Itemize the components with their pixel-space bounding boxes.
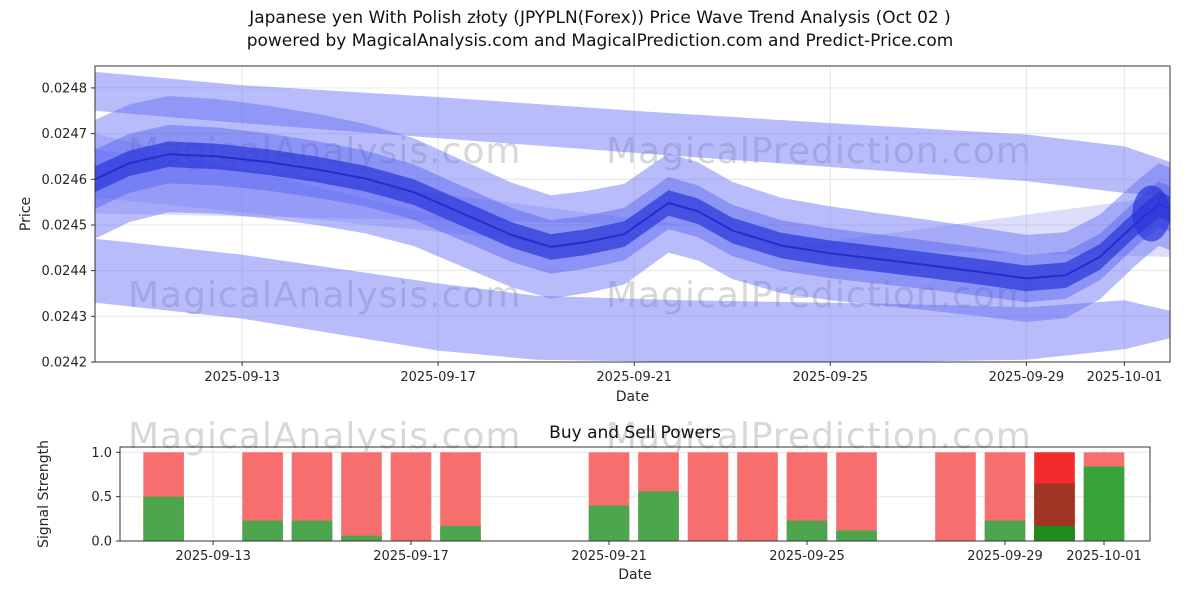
buy-power-bar (341, 535, 382, 541)
buy-power-bar (143, 496, 184, 541)
power-ylabel: Signal Strength (36, 440, 52, 548)
price-ytick-label: 0.0243 (42, 310, 88, 325)
power-xtick-label: 2025-10-01 (1066, 549, 1142, 564)
power-ytick-label: 1.0 (91, 446, 112, 461)
buy-power-bar (984, 520, 1026, 541)
price-xtick-label: 2025-09-17 (400, 370, 476, 385)
power-xtick-label: 2025-09-29 (967, 549, 1043, 564)
buy-power-bar (291, 520, 333, 541)
sell-power-bar (935, 452, 976, 541)
power-xtick-label: 2025-09-13 (175, 549, 251, 564)
power-xlabel: Date (618, 567, 651, 583)
power-xtick-label: 2025-09-25 (769, 549, 845, 564)
buy-power-bar (242, 520, 283, 541)
sell-power-bar (341, 452, 382, 541)
price-ytick-label: 0.0245 (42, 219, 88, 234)
sell-power-bar (737, 452, 778, 541)
upper-forecast-band (95, 71, 1170, 197)
trend-end-blob (1132, 185, 1171, 242)
price-ytick-label: 0.0244 (42, 264, 88, 279)
power-chart-frame (119, 446, 1151, 542)
price-ytick-label: 0.0246 (42, 173, 88, 188)
sell-power-bar (687, 452, 729, 541)
lower-forecast-band (95, 238, 1170, 362)
price-xtick-label: 2025-09-25 (793, 370, 869, 385)
price-xtick-label: 2025-09-21 (596, 370, 672, 385)
buy-power-bar (440, 525, 481, 541)
buy-power-bar (836, 530, 877, 541)
power-ytick-label: 0.0 (91, 535, 112, 550)
power-xtick-label: 2025-09-17 (373, 549, 449, 564)
sell-power-bar (836, 452, 877, 541)
price-trend-line (94, 153, 1171, 280)
wave-wedge (95, 133, 551, 244)
price-chart-frame (94, 65, 1171, 363)
power-ytick-label: 0.5 (91, 490, 112, 505)
buy-power-bar (1083, 466, 1125, 541)
chart-subtitle: powered by MagicalAnalysis.com and Magic… (246, 31, 954, 51)
price-xlabel: Date (616, 389, 649, 405)
price-xtick-label: 2025-09-13 (204, 370, 280, 385)
chart-title: Japanese yen With Polish złoty (JPYPLN(F… (249, 8, 951, 28)
price-xtick-label: 2025-10-01 (1087, 370, 1163, 385)
price-ytick-label: 0.0247 (42, 127, 88, 142)
bottom-chart-title: Buy and Sell Powers (549, 423, 721, 443)
sell-power-bar (390, 452, 432, 541)
price-ytick-label: 0.0248 (42, 81, 88, 96)
buy-power-bar (588, 505, 630, 541)
power-xtick-label: 2025-09-21 (571, 549, 647, 564)
buy-power-bar (1034, 525, 1075, 541)
buy-power-bar (638, 491, 679, 541)
buy-power-bar (786, 520, 828, 541)
price-ylabel: Price (18, 197, 34, 231)
price-ytick-label: 0.0242 (42, 356, 88, 371)
wave-wedge (781, 195, 1170, 257)
price-xtick-label: 2025-09-29 (989, 370, 1065, 385)
